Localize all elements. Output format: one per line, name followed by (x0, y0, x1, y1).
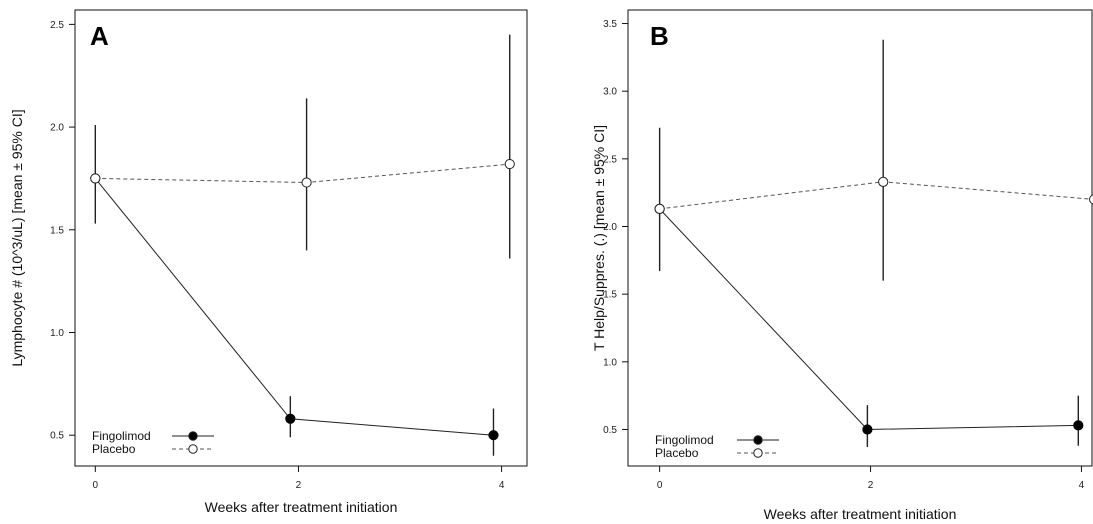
placebo-point (90, 173, 101, 184)
x-tick-label: 2 (296, 480, 302, 491)
y-axis-label: T Help/Suppres. (.) [mean ± 95% CI] (591, 125, 607, 351)
y-tick-label: 2.0 (50, 123, 64, 134)
x-tick-label: 4 (499, 480, 505, 491)
legend-label-placebo: Placebo (655, 446, 699, 460)
x-tick-label: 2 (868, 480, 874, 491)
legend-label-placebo: Placebo (92, 442, 136, 456)
panel-letter: A (90, 21, 109, 51)
y-tick-label: 1.5 (50, 225, 64, 236)
y-axis-label: Lymphocyte # (10^3/uL) [mean ± 95% CI] (9, 109, 25, 366)
series-fingolimod (90, 125, 499, 456)
y-tick-label: 3.5 (603, 19, 617, 30)
legend-marker-placebo (753, 448, 763, 458)
fingolimod-point (285, 413, 296, 424)
legend-marker-placebo (188, 444, 198, 454)
series-placebo (90, 34, 515, 259)
placebo-point (878, 176, 889, 187)
y-tick-label: 2.5 (603, 154, 617, 165)
fingolimod-line (94, 178, 494, 436)
x-tick-label: 4 (1079, 480, 1085, 491)
fingolimod-point (862, 424, 873, 435)
chart-panel-b: 0.5 1.0 1.5 2.0 2.5 3.0 3.5 0 2 4 Weeks after trea… (591, 9, 1093, 522)
y-tick-label: 1.0 (603, 357, 617, 368)
fingolimod-point (1073, 420, 1084, 431)
panel-letter: B (650, 21, 669, 51)
y-tick-label: 0.5 (50, 431, 64, 442)
plot-frame (74, 9, 528, 467)
y-tick-label: 2.5 (50, 20, 64, 31)
x-axis-label: Weeks after treatment initiation (205, 499, 398, 515)
fingolimod-point (488, 430, 499, 441)
y-tick-label: 3.0 (603, 87, 617, 98)
series-fingolimod (654, 127, 1084, 448)
x-tick-label: 0 (93, 480, 99, 491)
placebo-line (659, 181, 1093, 210)
y-tick-label: 1.5 (603, 290, 617, 301)
placebo-point (301, 177, 312, 188)
placebo-point (1089, 194, 1093, 205)
y-tick-label: 0.5 (603, 425, 617, 436)
y-tick-label: 2.0 (603, 222, 617, 233)
legend-label-fingolimod: Fingolimod (655, 433, 714, 447)
fingolimod-line (659, 208, 1079, 431)
plot-frame (627, 9, 1093, 467)
chart-panel-a: 0.5 1.0 1.5 2.0 2.5 0 2 4 Weeks after treatment … (9, 9, 528, 515)
legend-marker-fingolimod (753, 435, 763, 445)
y-tick-label: 1.0 (50, 328, 64, 339)
legend-label-fingolimod: Fingolimod (92, 429, 151, 443)
legend-marker-fingolimod (188, 431, 198, 441)
placebo-point (504, 158, 515, 170)
series-placebo (654, 39, 1093, 281)
x-tick-label: 0 (657, 480, 663, 491)
x-axis-label: Weeks after treatment initiation (764, 506, 957, 522)
placebo-point (654, 203, 665, 215)
